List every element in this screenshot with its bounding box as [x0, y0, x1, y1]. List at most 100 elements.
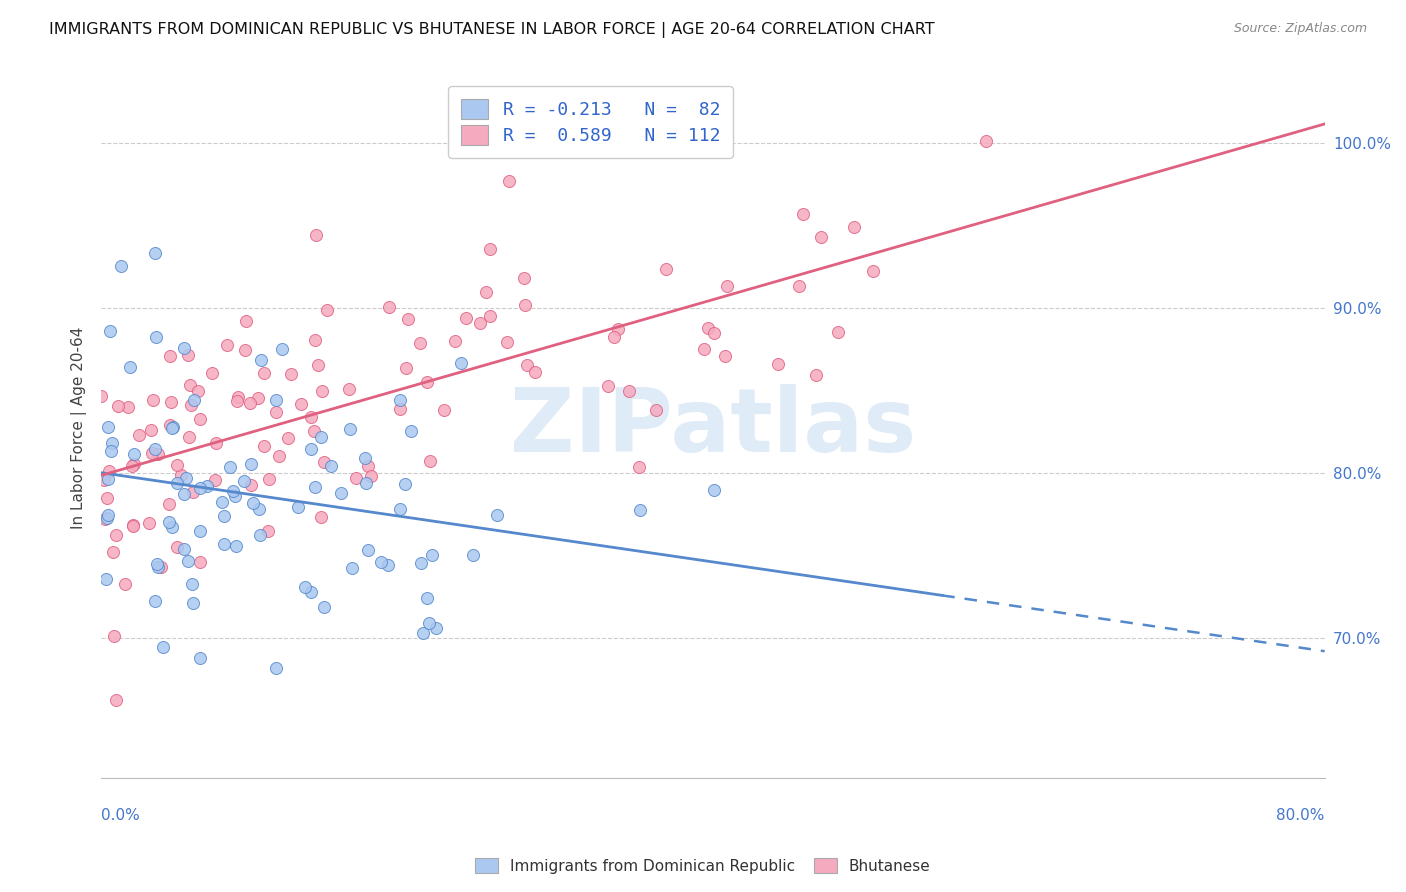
Point — [339, 382, 361, 396]
Point — [179, 377, 201, 392]
Text: Source: ZipAtlas.com: Source: ZipAtlas.com — [1233, 22, 1367, 36]
Point — [176, 554, 198, 568]
Point — [117, 400, 139, 414]
Point — [173, 342, 195, 356]
Point — [294, 580, 316, 594]
Point — [655, 262, 678, 277]
Point — [342, 561, 364, 575]
Point — [204, 473, 226, 487]
Point — [157, 497, 180, 511]
Point — [370, 555, 392, 569]
Point — [173, 487, 195, 501]
Point — [166, 475, 188, 490]
Point — [183, 393, 205, 408]
Point — [257, 524, 280, 538]
Point — [270, 343, 292, 357]
Point — [516, 358, 538, 372]
Point — [470, 316, 492, 330]
Point — [249, 528, 271, 542]
Point — [395, 361, 418, 376]
Point — [114, 577, 136, 591]
Point — [214, 537, 236, 551]
Point — [97, 463, 120, 477]
Point — [478, 243, 501, 257]
Point — [454, 310, 477, 325]
Point — [264, 393, 287, 408]
Point — [187, 384, 209, 399]
Point — [93, 473, 115, 487]
Point — [239, 396, 262, 410]
Point — [287, 500, 309, 515]
Point — [228, 391, 250, 405]
Point — [247, 501, 270, 516]
Text: IMMIGRANTS FROM DOMINICAN REPUBLIC VS BHUTANESE IN LABOR FORCE | AGE 20-64 CORRE: IMMIGRANTS FROM DOMINICAN REPUBLIC VS BH… — [49, 22, 935, 38]
Point — [242, 496, 264, 510]
Point — [461, 548, 484, 562]
Point — [141, 423, 163, 437]
Point — [420, 549, 443, 563]
Point — [645, 403, 668, 417]
Point — [179, 430, 201, 444]
Point — [224, 489, 246, 503]
Point — [312, 455, 335, 469]
Point — [121, 517, 143, 532]
Point — [312, 599, 335, 614]
Point — [128, 428, 150, 442]
Point — [806, 368, 828, 383]
Point — [233, 343, 256, 357]
Point — [787, 278, 810, 293]
Point — [304, 333, 326, 347]
Point — [357, 459, 380, 474]
Point — [388, 401, 411, 416]
Point — [264, 661, 287, 675]
Point — [152, 640, 174, 654]
Point — [110, 259, 132, 273]
Point — [396, 311, 419, 326]
Point — [257, 472, 280, 486]
Point — [240, 457, 263, 471]
Text: ZIPatlas: ZIPatlas — [510, 384, 917, 471]
Point — [225, 394, 247, 409]
Point — [307, 358, 329, 372]
Point — [388, 392, 411, 407]
Point — [443, 334, 465, 348]
Point — [416, 591, 439, 605]
Point — [344, 471, 367, 485]
Point — [141, 446, 163, 460]
Point — [101, 545, 124, 559]
Point — [267, 449, 290, 463]
Point — [703, 483, 725, 498]
Point — [97, 420, 120, 434]
Point — [239, 478, 262, 492]
Point — [304, 479, 326, 493]
Point — [305, 227, 328, 242]
Point — [433, 402, 456, 417]
Point — [299, 409, 322, 424]
Point — [277, 431, 299, 445]
Point — [180, 398, 202, 412]
Point — [162, 519, 184, 533]
Point — [222, 484, 245, 499]
Point — [389, 501, 412, 516]
Point — [412, 626, 434, 640]
Point — [630, 503, 652, 517]
Point — [166, 541, 188, 555]
Point — [299, 585, 322, 599]
Point — [160, 421, 183, 435]
Point — [299, 442, 322, 457]
Point — [121, 458, 143, 473]
Point — [188, 524, 211, 538]
Point — [143, 594, 166, 608]
Point — [181, 576, 204, 591]
Point — [212, 509, 235, 524]
Point — [160, 395, 183, 409]
Point — [235, 314, 257, 328]
Point — [145, 329, 167, 343]
Point — [486, 508, 509, 523]
Legend: Immigrants from Dominican Republic, Bhutanese: Immigrants from Dominican Republic, Bhut… — [470, 852, 936, 880]
Point — [827, 325, 849, 339]
Point — [143, 246, 166, 260]
Point — [339, 422, 361, 436]
Point — [315, 302, 337, 317]
Point — [188, 555, 211, 569]
